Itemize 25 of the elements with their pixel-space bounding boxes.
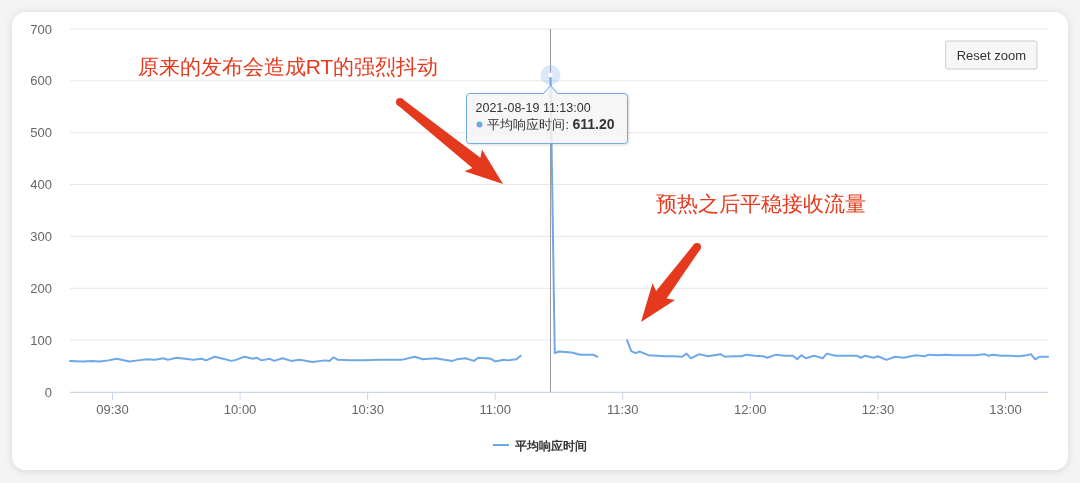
button: Reset zoom [945, 40, 1038, 70]
x-tick-label: 12:00 [734, 402, 767, 417]
legend-label: 平均响应时间 [514, 438, 587, 453]
y-tick-label: 300 [30, 228, 52, 244]
x-tick-label: 10:00 [223, 402, 257, 417]
callout: 预热之后平稳接收流量 [641, 191, 866, 322]
legend: 平均响应时间 [492, 438, 587, 453]
x-tick-label: 11:00 [479, 402, 512, 417]
annotation: 预热之后平稳接收流量 [656, 191, 866, 215]
y-tick-label: 500 [30, 125, 52, 141]
annotation: 原来的发布会造成RT的强烈抖动 [137, 54, 439, 78]
y-tick-label: 100 [30, 332, 52, 348]
x-tick-label: 12:30 [861, 402, 895, 417]
x-tick-label: 13:00 [989, 402, 1022, 417]
y-tick-label: 400 [30, 177, 52, 193]
y-tick-label: 0 [44, 384, 52, 400]
x-tick-label: 09:30 [96, 402, 129, 417]
annotation: Reset zoom [956, 47, 1026, 63]
y-tick-label: 700 [30, 21, 52, 37]
x-tick-label: 10:30 [351, 402, 384, 417]
y-tick-label: 600 [30, 73, 52, 89]
annotation: 2021-08-19 11:13:00 平均响应时间: 611.20 [475, 100, 615, 132]
x-tick-label: 11:30 [606, 402, 639, 417]
tooltip: 2021-08-19 11:13:00 平均响应时间: 611.20 [466, 65, 628, 145]
y-tick-label: 200 [30, 280, 52, 296]
